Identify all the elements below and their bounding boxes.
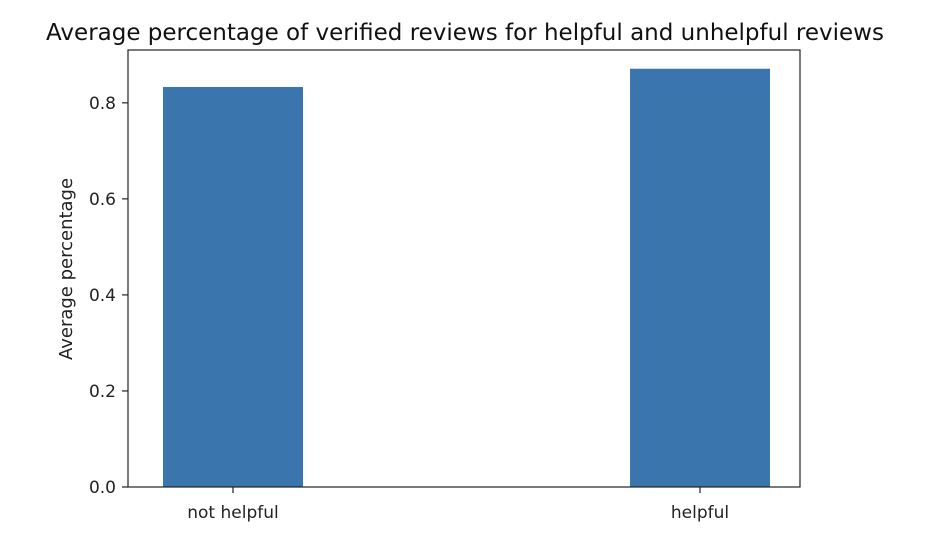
y-tick-label: 0.8 — [89, 94, 116, 114]
axes-frame — [127, 49, 801, 488]
y-tick-label: 0.0 — [89, 478, 116, 498]
y-tick-label: 0.4 — [89, 286, 116, 306]
y-tick-label: 0.2 — [89, 382, 116, 402]
y-axis-label: Average percentage — [56, 178, 77, 360]
bar-not-helpful — [163, 86, 303, 487]
x-tick-label: helpful — [671, 503, 729, 523]
x-tick-label: not helpful — [187, 503, 278, 523]
plot-area: not helpful helpful 0.0 0.2 0.4 0.6 0.8 — [89, 68, 770, 523]
y-tick-label: 0.6 — [89, 190, 116, 210]
bar-helpful — [630, 68, 770, 487]
chart-title: Average percentage of verified reviews f… — [46, 20, 884, 46]
